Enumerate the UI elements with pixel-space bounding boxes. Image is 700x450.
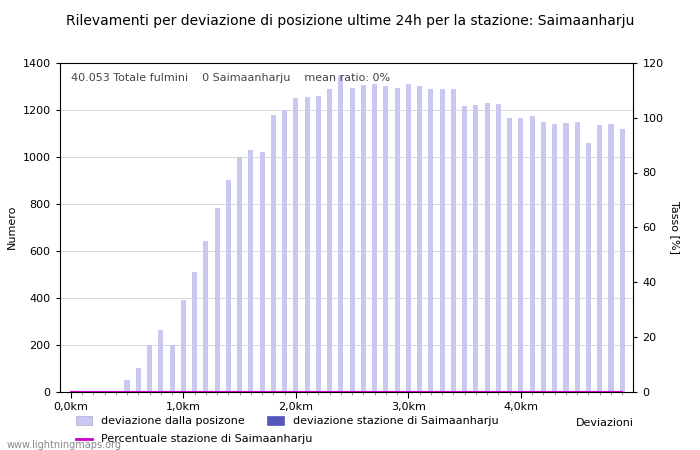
Bar [462, 106, 467, 392]
Bar [451, 89, 456, 392]
Text: Rilevamenti per deviazione di posizione ultime 24h per la stazione: Saimaanharju: Rilevamenti per deviazione di posizione … [66, 14, 634, 27]
Bar [440, 89, 444, 392]
Bar [271, 115, 276, 392]
Bar [304, 97, 309, 392]
Bar [508, 118, 512, 392]
Bar [417, 86, 422, 392]
Bar [147, 345, 152, 392]
Bar [564, 123, 568, 392]
Bar [496, 104, 501, 392]
Bar [608, 124, 613, 392]
Bar [530, 116, 535, 392]
Bar [541, 122, 546, 392]
Bar [248, 150, 253, 392]
Bar [125, 380, 130, 392]
Bar [136, 368, 141, 392]
Y-axis label: Tasso [%]: Tasso [%] [671, 201, 680, 254]
Bar [428, 89, 433, 392]
Bar [169, 345, 174, 392]
Text: Deviazioni: Deviazioni [575, 418, 634, 428]
Bar [519, 118, 524, 392]
Bar [192, 272, 197, 392]
Bar [395, 88, 400, 392]
Bar [316, 96, 321, 392]
Bar [360, 86, 366, 392]
Bar [260, 152, 265, 392]
Legend: deviazione dalla posizone, deviazione stazione di Saimaanharju: deviazione dalla posizone, deviazione st… [76, 416, 498, 427]
Bar [282, 110, 287, 392]
Bar [158, 330, 163, 392]
Bar [552, 124, 557, 392]
Y-axis label: Numero: Numero [7, 205, 17, 249]
Bar [372, 84, 377, 392]
Bar [473, 105, 479, 392]
Bar [237, 157, 242, 392]
Bar [620, 129, 625, 392]
Bar [338, 75, 344, 391]
Bar [406, 84, 411, 392]
Bar [203, 241, 209, 392]
Bar [384, 86, 388, 392]
Bar [293, 98, 298, 392]
Bar [586, 143, 591, 392]
Bar [349, 88, 355, 392]
Text: 40.053 Totale fulmini    0 Saimaanharju    mean ratio: 0%: 40.053 Totale fulmini 0 Saimaanharju mea… [71, 73, 390, 83]
Bar [214, 208, 220, 392]
Legend: Percentuale stazione di Saimaanharju: Percentuale stazione di Saimaanharju [76, 434, 312, 445]
Text: www.lightningmaps.org: www.lightningmaps.org [7, 440, 122, 450]
Bar [327, 89, 332, 392]
Bar [597, 125, 602, 392]
Bar [226, 180, 231, 392]
Bar [484, 103, 490, 392]
Bar [181, 300, 186, 392]
Bar [575, 122, 580, 392]
